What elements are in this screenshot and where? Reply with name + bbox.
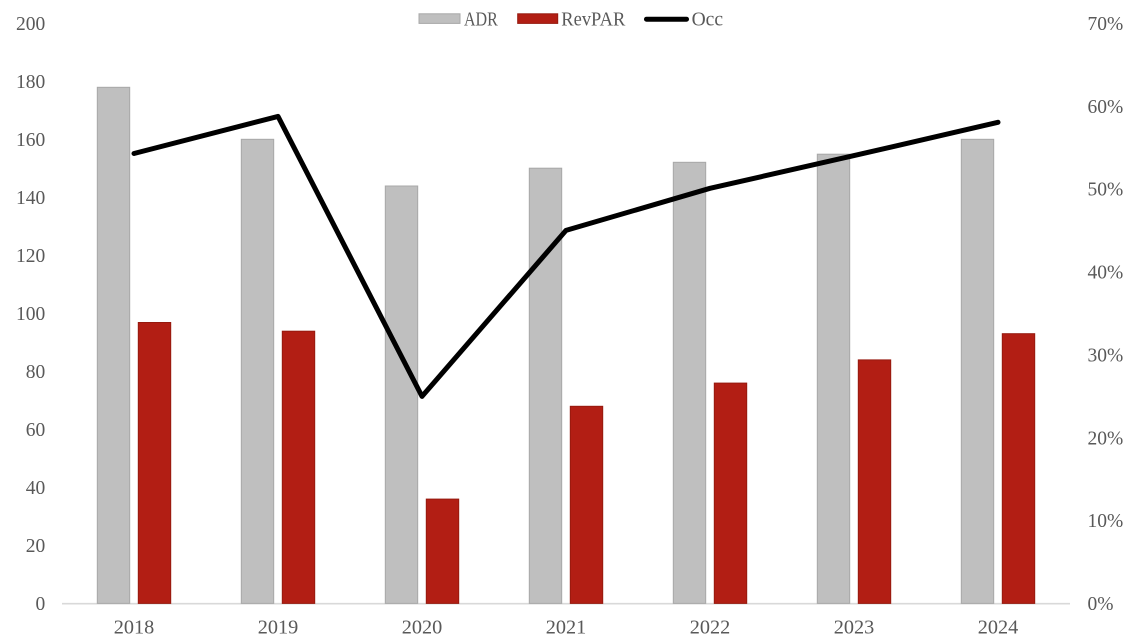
svg-text:70%: 70% xyxy=(1088,14,1124,35)
svg-text:180: 180 xyxy=(16,72,45,93)
svg-text:Occ: Occ xyxy=(692,9,724,30)
svg-text:50%: 50% xyxy=(1088,180,1124,201)
svg-text:2019: 2019 xyxy=(258,618,299,639)
svg-text:20%: 20% xyxy=(1088,428,1124,449)
svg-text:RevPAR: RevPAR xyxy=(561,9,625,30)
svg-text:2024: 2024 xyxy=(978,618,1019,639)
svg-text:0: 0 xyxy=(36,594,46,615)
svg-text:80: 80 xyxy=(26,362,46,383)
svg-text:40%: 40% xyxy=(1088,263,1124,284)
svg-text:40: 40 xyxy=(26,478,46,499)
svg-text:2023: 2023 xyxy=(834,618,875,639)
svg-text:200: 200 xyxy=(16,14,45,35)
svg-text:120: 120 xyxy=(16,246,45,267)
svg-text:2020: 2020 xyxy=(402,618,443,639)
svg-text:2021: 2021 xyxy=(546,618,587,639)
svg-text:ADR: ADR xyxy=(464,9,498,30)
svg-text:60%: 60% xyxy=(1088,97,1124,118)
svg-text:0%: 0% xyxy=(1088,594,1114,615)
svg-text:20: 20 xyxy=(26,536,46,557)
svg-text:160: 160 xyxy=(16,130,45,151)
svg-text:2018: 2018 xyxy=(114,618,155,639)
svg-text:140: 140 xyxy=(16,188,45,209)
svg-text:10%: 10% xyxy=(1088,511,1124,532)
svg-text:60: 60 xyxy=(26,420,46,441)
svg-text:30%: 30% xyxy=(1088,345,1124,366)
svg-text:100: 100 xyxy=(16,304,45,325)
svg-text:2022: 2022 xyxy=(690,618,731,639)
